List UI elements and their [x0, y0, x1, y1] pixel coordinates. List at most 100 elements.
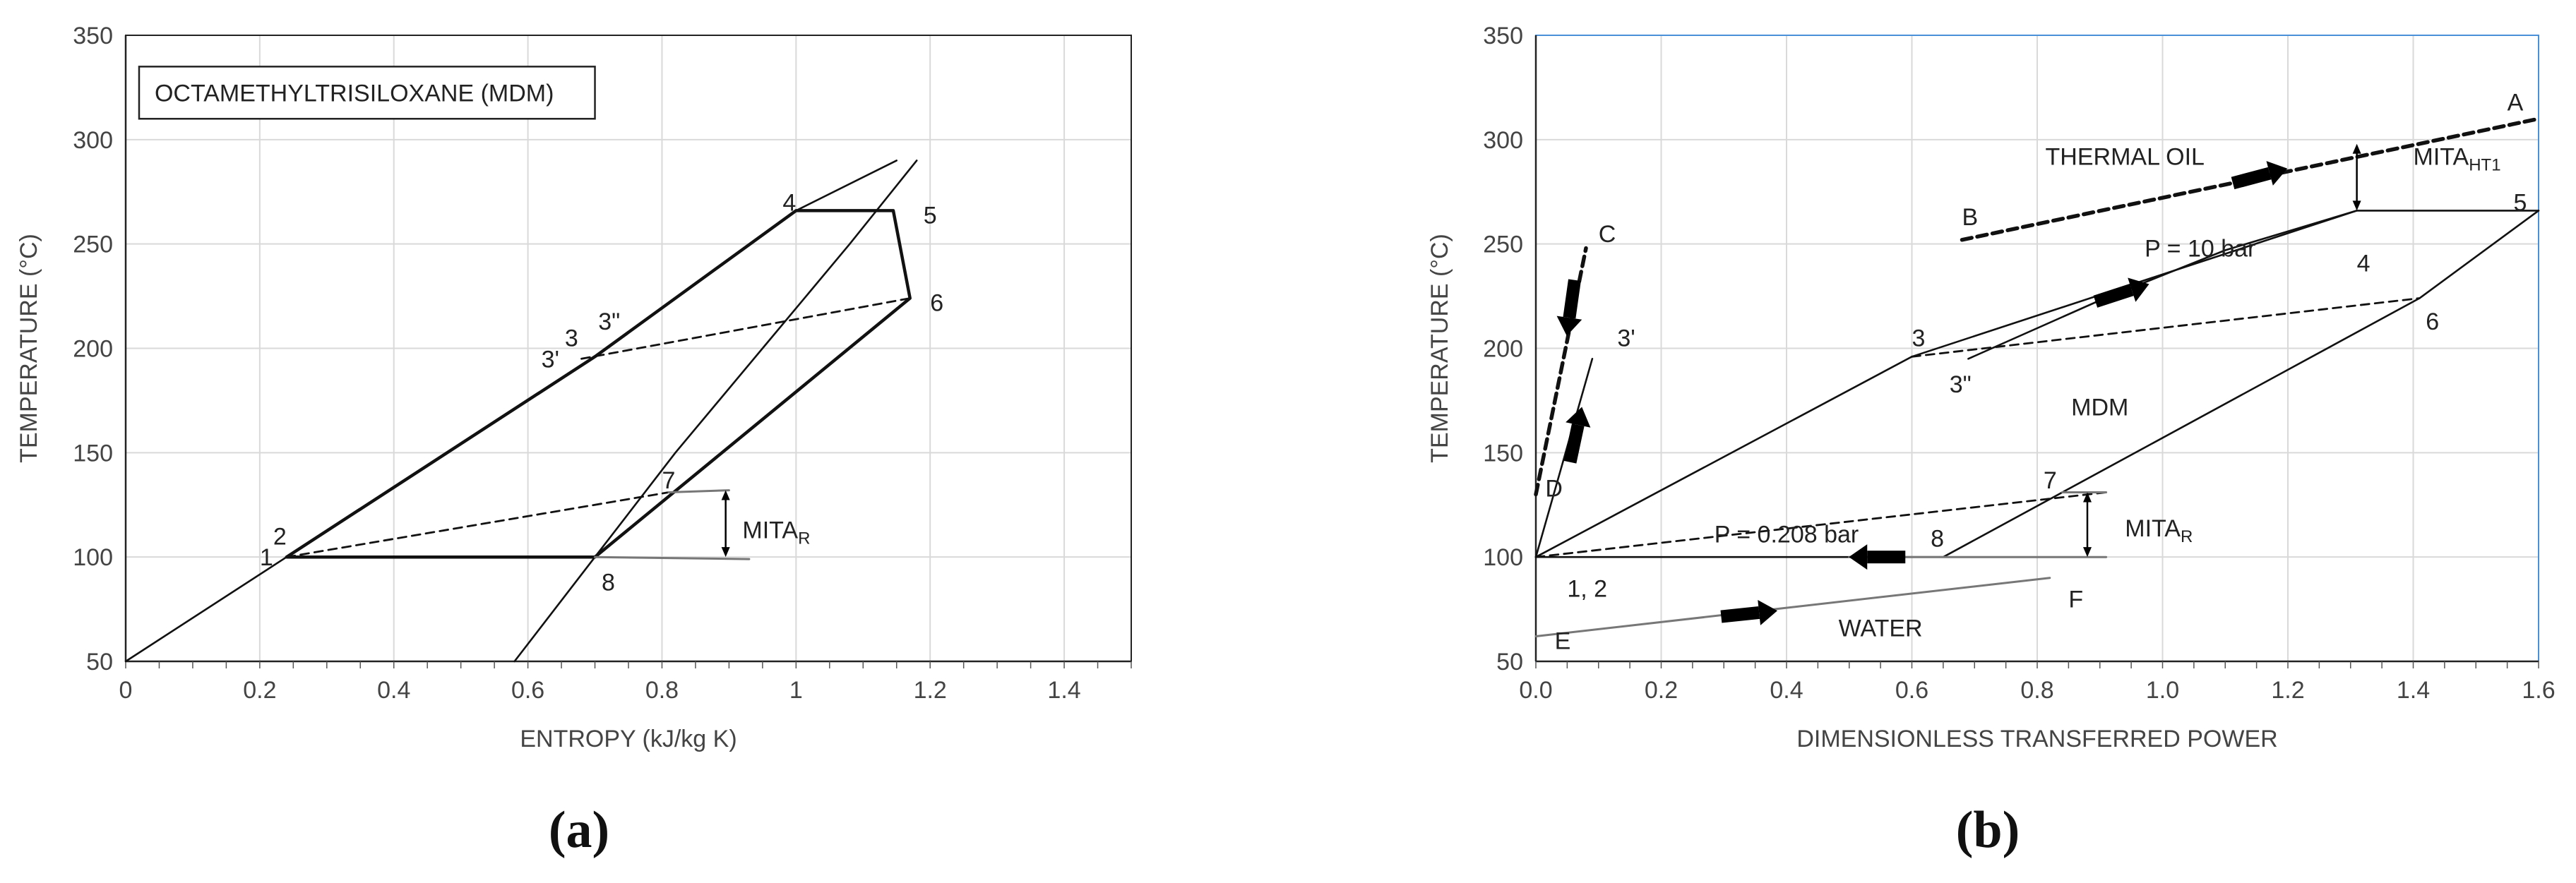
annotation-9: 3"	[1950, 371, 1972, 398]
mita-ht1-arrow-head-top	[2352, 143, 2361, 154]
gridlines	[126, 35, 1131, 662]
annotation-4: E	[1555, 627, 1571, 654]
x-tick-label: 1	[789, 677, 803, 704]
annotation-15: THERMAL OIL	[2046, 143, 2205, 170]
series-line-5	[594, 555, 751, 560]
x-tick-label: 1.6	[2522, 677, 2555, 704]
annotation-13: 7	[2044, 467, 2057, 494]
y-tick-label: 50	[86, 649, 113, 675]
mita-ht1-arrow-head-bottom	[2352, 200, 2361, 211]
x-tick-label: 1.4	[1047, 677, 1080, 704]
series-line-1	[513, 160, 918, 663]
mita-r-arrow-head-top	[2083, 492, 2092, 503]
y-tick-label: 200	[73, 336, 113, 363]
y-axis-label: TEMPERATURE (°C)	[16, 234, 42, 463]
annotation-17: MDM	[2071, 394, 2128, 421]
series-line-5	[1534, 210, 2540, 558]
annotation-2: C	[1599, 221, 1616, 248]
y-tick-label: 250	[73, 232, 113, 258]
chart-panel-a: 50 100 150 200 250 300 350 0 0.2 0.4 0.6 0.8 1 1.2 1.4…	[16, 23, 1132, 859]
annotation-3: 3	[565, 325, 578, 352]
y-tick-label: 100	[1483, 544, 1523, 571]
series-line-6	[1911, 297, 2421, 358]
y-tick-label: 350	[73, 23, 113, 49]
mita-r-arrow	[2083, 492, 2092, 558]
annotation-8: 3'	[1617, 325, 1635, 352]
y-tick-label: 150	[1483, 440, 1523, 467]
annotation-9: 8	[602, 570, 615, 596]
series-line-8	[1534, 577, 2051, 637]
mita-r-arrow-head-top	[721, 490, 730, 500]
mita-r-arrow-head-bottom	[721, 547, 730, 558]
annotation-1: B	[1962, 204, 1979, 231]
annotation-21: MITAR	[2125, 515, 2193, 546]
chart-panel-b: 50 100 150 200 250 300 350 0.0 0.2 0.4 0.6 0.8 1.0 1.…	[1426, 23, 2556, 859]
series-line-7	[1534, 491, 2108, 558]
x-tick-label: 1.2	[2271, 677, 2304, 704]
annotation-8: 7	[662, 467, 675, 494]
series-line-4	[285, 491, 670, 558]
x-tick-label: 1.0	[2146, 677, 2179, 704]
annotation-1: 2	[273, 524, 287, 551]
annotation-0: A	[2508, 90, 2524, 116]
annotation-14: 8	[1931, 526, 1944, 553]
annotation-16: P = 10 bar	[2145, 236, 2255, 263]
x-tick-label: 1.2	[914, 677, 947, 704]
flow-arrow-p10-head	[2128, 277, 2149, 302]
panel-label: (a)	[549, 801, 609, 859]
flow-arrow-d-3prime-shaft	[1563, 424, 1585, 464]
y-tick-label: 250	[1483, 232, 1523, 258]
y-axis-label: TEMPERATURE (°C)	[1426, 234, 1453, 463]
annotation-20: MITAHT1	[2414, 143, 2501, 174]
x-tick-label: 0.6	[1895, 677, 1928, 704]
flow-arrow-water	[1720, 600, 1777, 625]
annotation-12: 6	[2426, 308, 2439, 335]
x-tick-label: 0.8	[2020, 677, 2053, 704]
series-line-6	[667, 489, 730, 493]
x-tick-label: 0.4	[1770, 677, 1803, 704]
annotation-10: 4	[2357, 250, 2371, 277]
x-axis-label: DIMENSIONLESS TRANSFERRED POWER	[1796, 726, 2277, 752]
mita-ht1-arrow	[2352, 143, 2361, 211]
x-tick-label: 1.4	[2397, 677, 2430, 704]
annotation-3: D	[1545, 476, 1563, 503]
flow-arrow-p10	[2093, 277, 2149, 308]
y-tick-label: 50	[1496, 649, 1523, 675]
x-axis-label: ENTROPY (kJ/kg K)	[520, 726, 737, 752]
flow-arrow-d-3prime	[1563, 407, 1591, 464]
flow-arrow-p10-shaft	[2093, 284, 2134, 308]
annotation-7: 3	[1912, 325, 1926, 352]
flow-arrow-c-d-head	[1556, 316, 1582, 336]
panel-label: (b)	[1956, 801, 2020, 859]
x-tick-label: 0	[119, 677, 133, 704]
annotation-19: WATER	[1839, 615, 1923, 642]
flow-arrow-water-shaft	[1720, 606, 1760, 623]
mita-r-arrow-head-bottom	[2083, 547, 2092, 558]
title-box	[138, 66, 596, 120]
annotation-18: P = 0.208 bar	[1715, 522, 1859, 548]
annotation-5: 4	[782, 190, 796, 217]
flow-arrow-thermal-oil-head	[2266, 161, 2288, 186]
flow-arrow-c-d-shaft	[1563, 279, 1581, 319]
flow-arrow-water-head	[1758, 600, 1777, 625]
flow-arrow-p0208	[1849, 544, 1906, 570]
flow-arrow-d-3prime-head	[1566, 407, 1591, 428]
annotation-11: 5	[2514, 190, 2527, 217]
mita-r-arrow	[721, 490, 730, 558]
flow-arrow-thermal-oil-shaft	[2231, 167, 2272, 190]
x-tick-label: 0.2	[1645, 677, 1678, 704]
flow-arrow-thermal-oil	[2231, 161, 2288, 190]
y-tick-label: 200	[1483, 336, 1523, 363]
y-tick-label: 350	[1483, 23, 1523, 49]
flow-arrow-p0208-head	[1849, 544, 1868, 570]
flow-arrow-p0208-shaft	[1867, 551, 1906, 564]
y-tick-label: 150	[73, 440, 113, 467]
x-tick-label: 0.2	[243, 677, 276, 704]
title-box-text: OCTAMETHYLTRISILOXANE (MDM)	[155, 80, 554, 107]
series-line-4	[1967, 210, 2358, 360]
flow-arrow-c-d	[1556, 279, 1582, 336]
series-line-3	[580, 297, 912, 360]
y-tick-label: 300	[1483, 127, 1523, 154]
series-line-2	[1534, 357, 1594, 558]
x-tick-label: 0.6	[511, 677, 544, 704]
